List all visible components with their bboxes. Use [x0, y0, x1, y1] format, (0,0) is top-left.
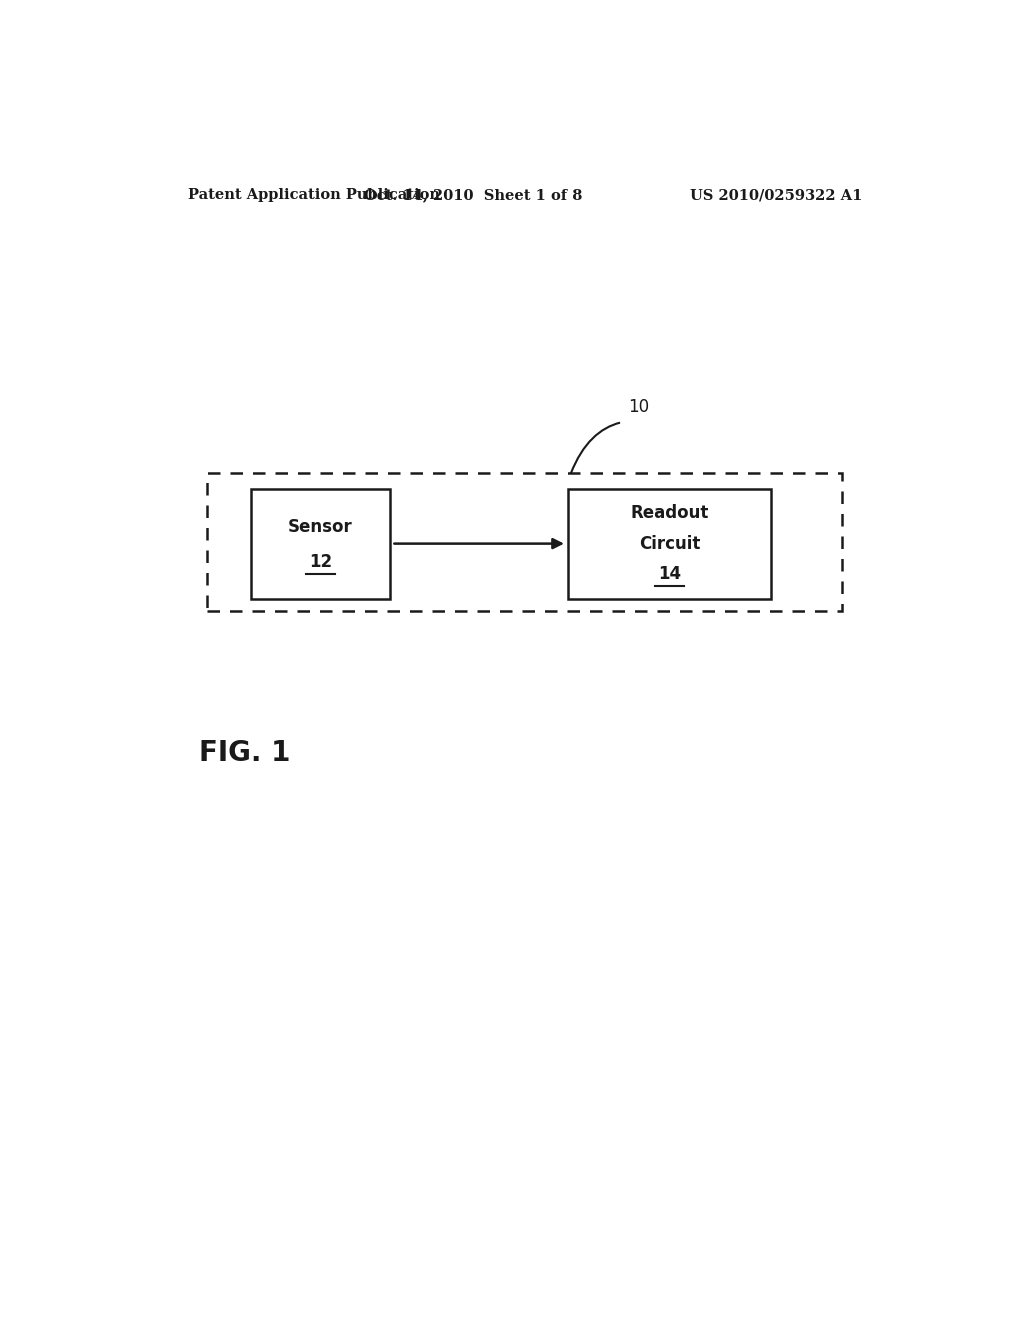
Text: US 2010/0259322 A1: US 2010/0259322 A1: [690, 189, 862, 202]
Text: Patent Application Publication: Patent Application Publication: [187, 189, 439, 202]
Bar: [568, 488, 771, 598]
Text: Sensor: Sensor: [288, 519, 353, 536]
Text: Readout: Readout: [631, 504, 709, 523]
Text: 14: 14: [658, 565, 681, 583]
Text: FIG. 1: FIG. 1: [200, 739, 291, 767]
Text: Circuit: Circuit: [639, 535, 700, 553]
Text: Oct. 14, 2010  Sheet 1 of 8: Oct. 14, 2010 Sheet 1 of 8: [364, 189, 583, 202]
Bar: [207, 474, 843, 611]
Bar: [251, 488, 390, 598]
Text: 12: 12: [309, 553, 332, 572]
Text: 10: 10: [628, 397, 649, 416]
